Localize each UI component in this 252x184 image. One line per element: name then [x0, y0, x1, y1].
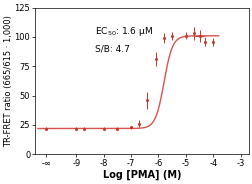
X-axis label: Log [PMA] (M): Log [PMA] (M) [102, 170, 180, 180]
Y-axis label: TR-FRET ratio (665/615 · 1,000): TR-FRET ratio (665/615 · 1,000) [4, 15, 13, 147]
Text: S/B: 4.7: S/B: 4.7 [94, 44, 129, 53]
Text: EC$_{50}$: 1.6 μM: EC$_{50}$: 1.6 μM [94, 25, 152, 38]
